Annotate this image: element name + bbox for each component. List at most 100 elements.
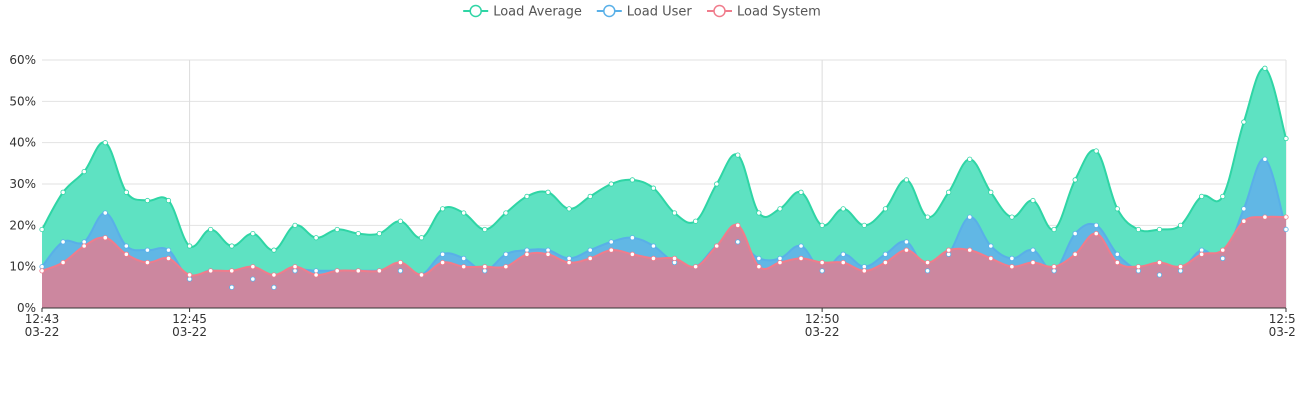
point-load-system	[1283, 214, 1289, 220]
axes: 0%10%20%30%40%50%60%12:4303-2212:4503-22…	[9, 53, 1296, 339]
point-load-average	[418, 235, 425, 241]
legend-label: Load System	[737, 5, 821, 20]
point-load-user	[924, 268, 931, 274]
point-load-system	[1072, 251, 1078, 257]
point-load-system	[229, 268, 235, 274]
point-load-user	[882, 251, 888, 257]
point-load-system	[482, 264, 488, 270]
legend-item-load-average[interactable]: Load Average	[463, 5, 582, 20]
point-load-average	[482, 226, 488, 233]
point-load-system	[461, 264, 467, 270]
point-load-system	[840, 259, 846, 266]
point-load-average	[967, 156, 973, 162]
point-load-average	[608, 181, 614, 187]
y-tick-label: 0%	[17, 301, 36, 315]
point-load-system	[587, 255, 593, 261]
point-load-average	[123, 189, 129, 195]
point-load-average	[840, 206, 846, 212]
point-load-user	[1093, 222, 1099, 228]
point-load-average	[1199, 193, 1205, 199]
point-load-system	[1220, 247, 1226, 253]
point-load-user	[1262, 156, 1268, 162]
point-load-system	[819, 259, 825, 266]
point-load-system	[250, 264, 256, 270]
point-load-average	[629, 177, 635, 183]
x-tick-label-time: 12:55	[1269, 312, 1296, 326]
point-load-system	[313, 272, 319, 278]
point-load-system	[1030, 259, 1036, 266]
point-load-user	[397, 268, 404, 274]
y-tick-label: 10%	[9, 260, 36, 274]
point-load-system	[967, 247, 973, 253]
y-tick-label: 60%	[9, 53, 36, 67]
point-load-user	[967, 214, 973, 220]
point-load-user	[1283, 226, 1289, 233]
point-load-average	[144, 197, 151, 204]
x-tick-label-date: 03-22	[805, 325, 840, 339]
point-load-user	[440, 251, 446, 257]
point-load-average	[524, 193, 530, 199]
point-load-user	[650, 243, 657, 249]
point-load-system	[440, 259, 446, 266]
point-load-system	[144, 259, 151, 266]
point-load-average	[714, 181, 720, 187]
point-load-average	[1241, 119, 1247, 125]
point-load-average	[946, 189, 952, 195]
point-load-system	[503, 264, 509, 270]
x-tick-label-time: 12:43	[25, 312, 60, 326]
point-load-user	[461, 255, 467, 261]
point-load-average	[819, 222, 825, 228]
point-load-system	[165, 255, 172, 261]
point-load-system	[292, 264, 298, 270]
point-load-user	[123, 243, 129, 249]
point-load-system	[1199, 251, 1205, 257]
point-load-system	[798, 255, 804, 261]
point-load-average	[1093, 148, 1099, 154]
point-load-system	[355, 268, 361, 274]
point-load-average	[882, 206, 888, 212]
point-load-user	[587, 247, 593, 253]
point-load-average	[1283, 135, 1289, 142]
point-load-system	[1177, 264, 1184, 270]
point-load-system	[524, 251, 530, 257]
point-load-system	[81, 243, 87, 249]
area-load-system	[42, 216, 1286, 308]
x-tick-label-date: 03-22	[25, 325, 60, 339]
legend-marker-icon	[469, 4, 482, 18]
point-load-average	[503, 210, 509, 216]
point-load-user	[629, 235, 635, 241]
point-load-average	[777, 206, 783, 212]
point-load-system	[861, 268, 867, 274]
point-load-average	[292, 222, 298, 228]
point-load-average	[250, 231, 256, 237]
point-load-average	[1114, 206, 1120, 212]
point-load-average	[81, 169, 87, 175]
point-load-system	[208, 268, 214, 274]
point-load-average	[397, 218, 404, 224]
y-tick-label: 50%	[9, 94, 36, 108]
point-load-user	[988, 243, 994, 249]
point-load-average	[587, 193, 593, 199]
point-load-user	[1030, 247, 1036, 253]
point-load-user	[1220, 255, 1226, 261]
point-load-system	[1093, 231, 1099, 237]
point-load-average	[1135, 226, 1142, 233]
legend-item-load-user[interactable]: Load User	[596, 4, 693, 20]
point-load-average	[440, 206, 446, 212]
point-load-average	[798, 189, 804, 195]
point-load-average	[693, 218, 699, 224]
point-load-system	[418, 272, 425, 278]
legend-item-load-system[interactable]: Load System	[707, 5, 821, 20]
point-load-system	[671, 255, 678, 261]
point-load-average	[461, 210, 467, 216]
point-load-system	[756, 264, 762, 270]
point-load-average	[924, 214, 931, 220]
point-load-system	[608, 247, 614, 253]
point-load-system	[903, 247, 910, 253]
point-load-average	[861, 222, 867, 228]
y-tick-label: 40%	[9, 136, 36, 150]
legend-marker-icon	[603, 4, 616, 18]
legend[interactable]: Load Average Load User Load System	[463, 5, 821, 20]
point-load-system	[714, 243, 720, 249]
